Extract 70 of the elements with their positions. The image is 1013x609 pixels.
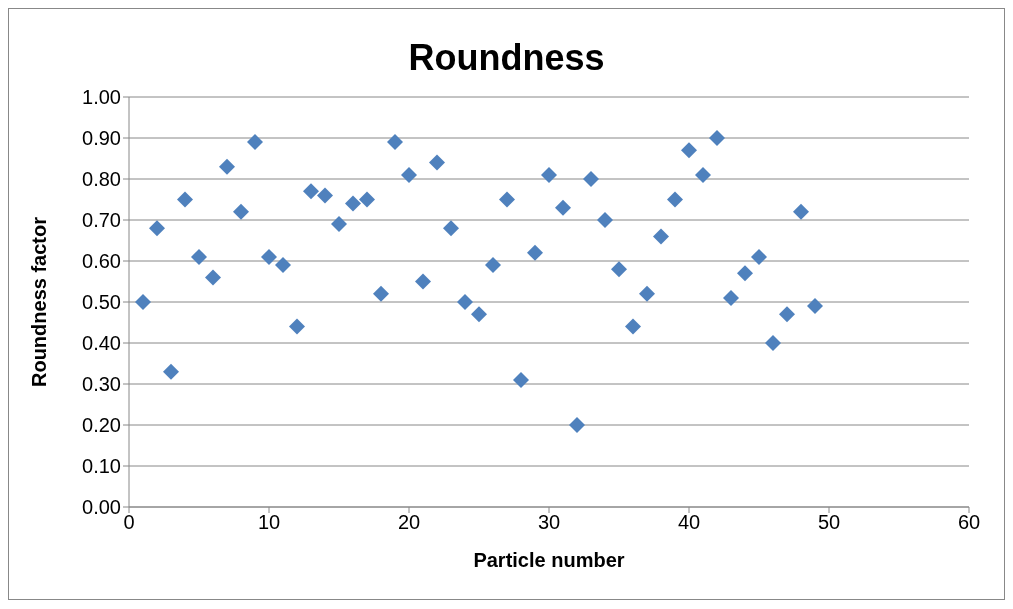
point <box>443 220 459 237</box>
point <box>289 318 305 335</box>
point <box>261 248 277 265</box>
point <box>205 269 221 286</box>
point <box>667 191 683 208</box>
point <box>583 171 599 187</box>
point <box>807 298 823 315</box>
point <box>555 199 571 216</box>
y-tick-label: 0.90 <box>82 127 121 150</box>
x-axis-title: Particle number <box>473 549 625 571</box>
point <box>373 285 389 302</box>
x-tick-label: 0 <box>123 511 135 534</box>
point <box>331 216 347 233</box>
point <box>317 187 333 204</box>
point <box>639 285 655 302</box>
y-tick-label: 0.60 <box>82 250 121 273</box>
y-tick-label: 0.40 <box>82 332 121 355</box>
point <box>219 158 235 175</box>
x-tick-label: 50 <box>817 511 841 534</box>
x-tick-label: 40 <box>677 511 701 534</box>
point <box>597 212 613 228</box>
point <box>233 203 249 220</box>
x-tick-label: 20 <box>397 511 421 534</box>
point <box>723 289 739 306</box>
point <box>611 261 627 278</box>
y-tick-label: 0.10 <box>82 455 121 478</box>
point <box>541 166 557 183</box>
y-tick-label: 0.50 <box>82 291 121 314</box>
point <box>681 142 697 159</box>
point <box>709 130 725 146</box>
point <box>485 257 501 274</box>
x-tick-label: 30 <box>537 511 561 534</box>
point <box>163 363 179 380</box>
point <box>191 248 207 265</box>
point <box>387 134 403 151</box>
point <box>275 257 291 274</box>
point <box>653 228 669 245</box>
point <box>345 195 361 212</box>
x-tick-label: 60 <box>957 511 981 534</box>
point <box>569 417 585 433</box>
point <box>359 191 375 208</box>
y-tick-label: 0.70 <box>82 209 121 232</box>
point <box>401 166 417 183</box>
y-tick-label: 0.00 <box>82 496 121 519</box>
point <box>513 371 529 388</box>
point <box>737 265 753 282</box>
point <box>499 191 515 208</box>
point <box>135 294 151 310</box>
point <box>457 294 473 310</box>
point <box>247 134 263 151</box>
chart-title: Roundness <box>407 37 606 80</box>
y-tick-label: 1.00 <box>82 86 121 109</box>
point <box>751 248 767 265</box>
point <box>695 166 711 183</box>
point <box>471 306 487 323</box>
y-tick-label: 0.20 <box>82 414 121 437</box>
y-tick-label: 0.80 <box>82 168 121 191</box>
point <box>149 220 165 237</box>
point <box>779 306 795 323</box>
point <box>793 203 809 220</box>
point <box>177 191 193 208</box>
y-tick-label: 0.30 <box>82 373 121 396</box>
point <box>303 183 319 200</box>
point <box>429 154 445 171</box>
point <box>527 244 543 261</box>
point <box>625 318 641 335</box>
y-axis-title: Roundness factor <box>28 216 51 388</box>
point <box>415 273 431 290</box>
point <box>765 335 781 351</box>
x-tick-label: 10 <box>257 511 281 534</box>
